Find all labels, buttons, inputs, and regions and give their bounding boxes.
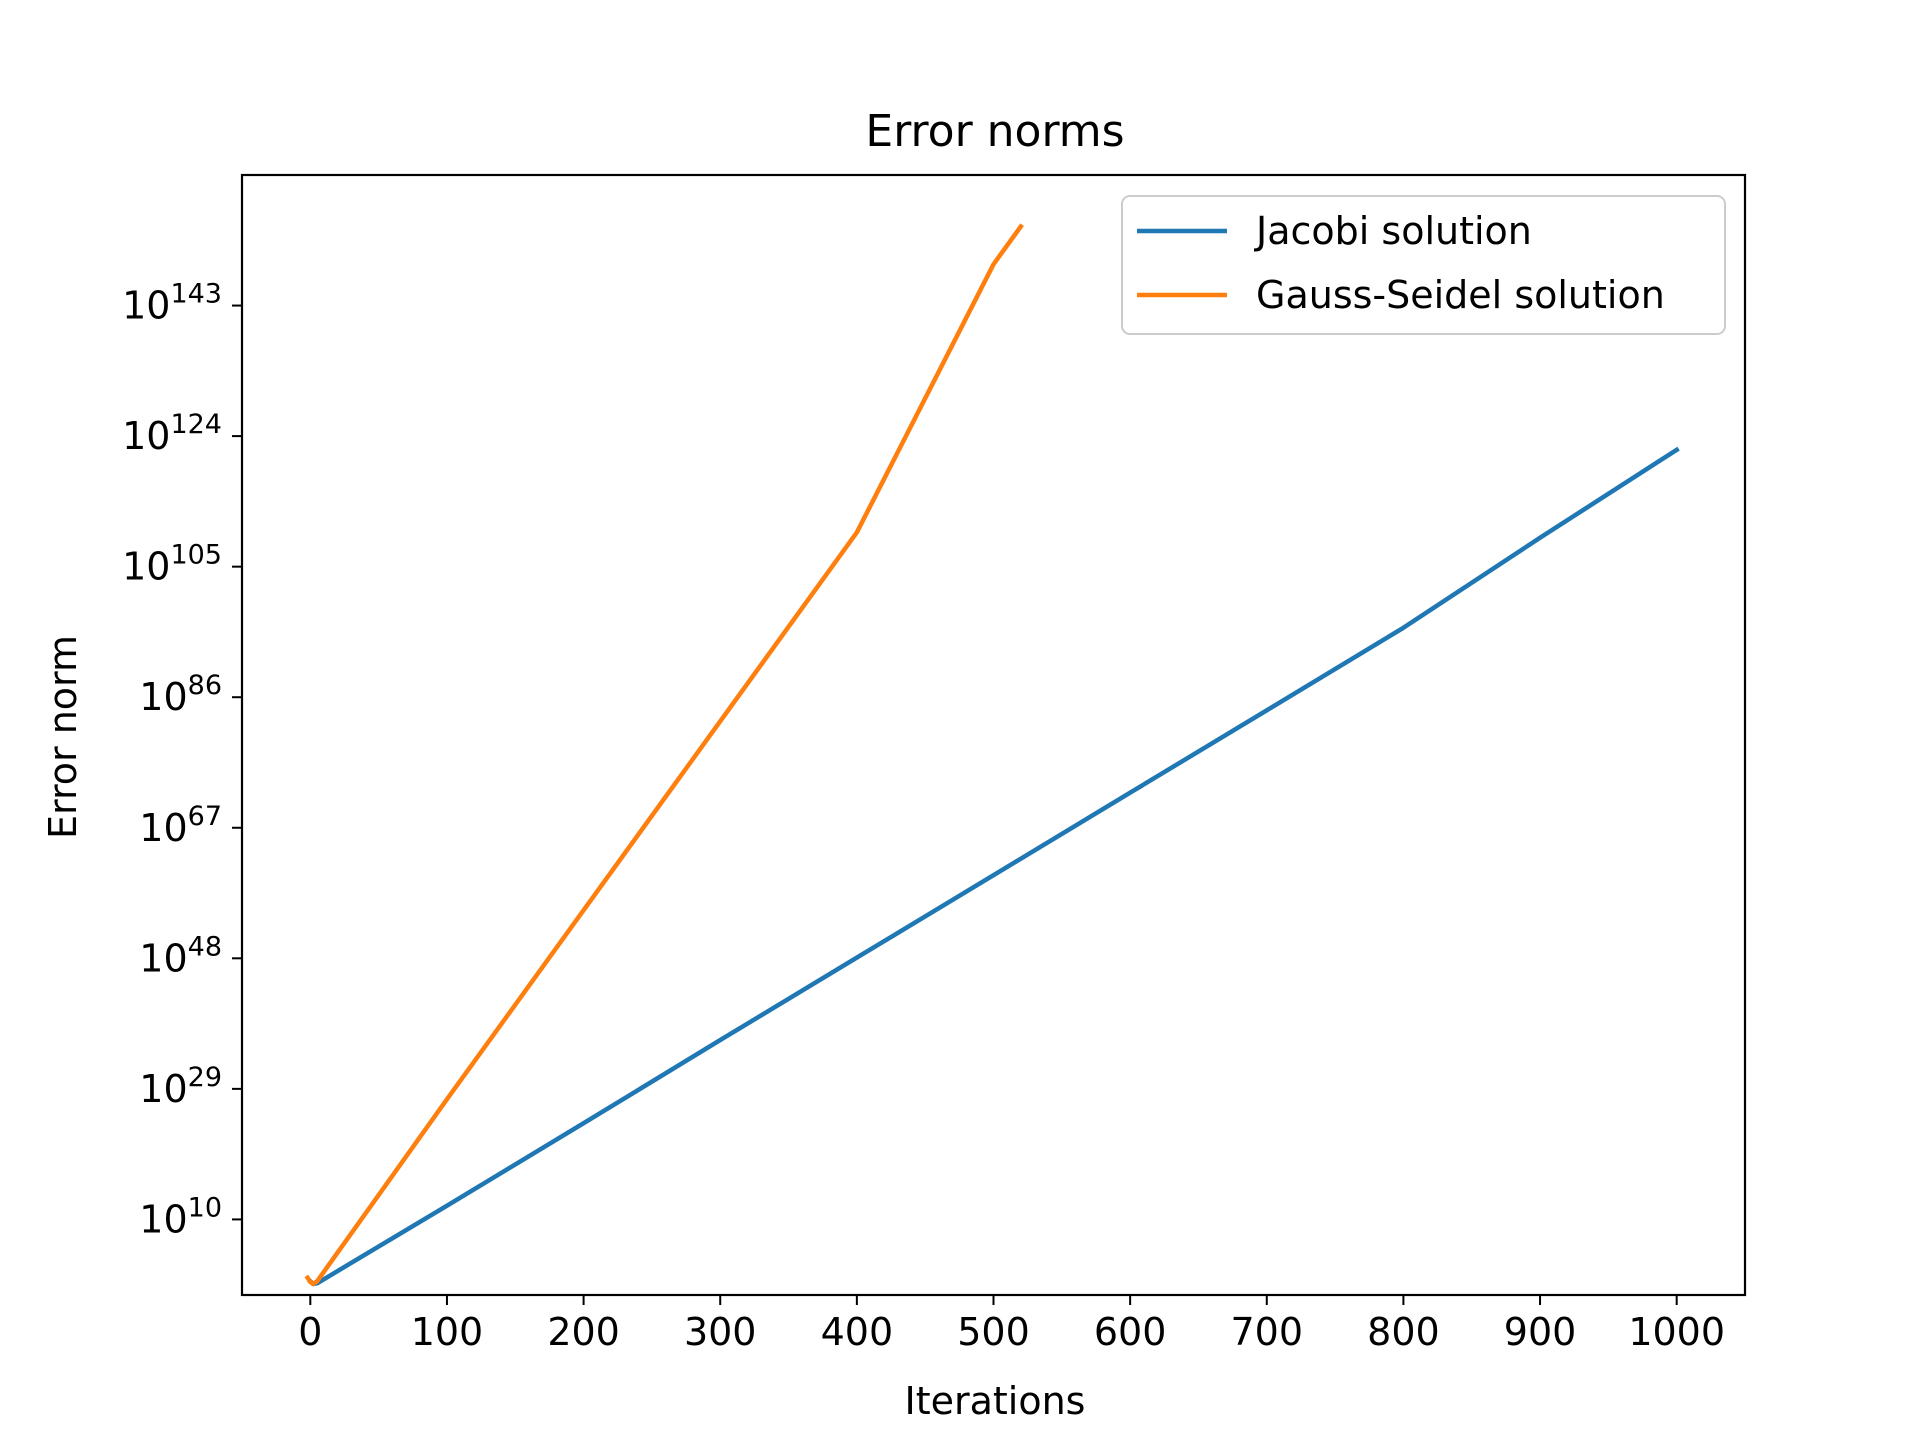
y-tick-label: 1067	[139, 801, 222, 850]
x-tick-label: 800	[1367, 1310, 1440, 1354]
x-tick-label: 0	[298, 1310, 322, 1354]
x-tick-label: 700	[1231, 1310, 1304, 1354]
legend: Jacobi solution Gauss-Seidel solution	[1121, 195, 1726, 335]
y-tick-label: 1048	[139, 931, 222, 980]
y-axis-label: Error norm	[41, 635, 85, 839]
y-tick-label: 10143	[122, 279, 222, 328]
x-tick-label: 900	[1504, 1310, 1577, 1354]
x-tick-label: 300	[684, 1310, 757, 1354]
axes-frame	[240, 173, 1747, 1297]
chart-title: Error norms	[865, 106, 1124, 157]
x-tick-label: 400	[821, 1310, 894, 1354]
y-tick-label: 1010	[139, 1192, 222, 1241]
legend-label-gauss-seidel: Gauss-Seidel solution	[1256, 273, 1665, 317]
x-tick-label: 600	[1094, 1310, 1167, 1354]
x-tick-label: 500	[957, 1310, 1030, 1354]
x-tick-label: 100	[411, 1310, 484, 1354]
y-tick-label: 1029	[139, 1062, 222, 1111]
y-tick-label: 10105	[122, 540, 222, 589]
x-axis-label: Iterations	[905, 1379, 1086, 1423]
x-axis: 0 100 200 300 400 500 600 700 800 900 1000	[298, 1295, 1725, 1354]
x-tick-label: 200	[547, 1310, 620, 1354]
y-tick-label: 1086	[139, 670, 222, 719]
y-tick-label: 10124	[122, 409, 222, 458]
x-tick-label: 1000	[1628, 1310, 1725, 1354]
series-line-0	[307, 446, 1680, 1287]
legend-label-jacobi: Jacobi solution	[1254, 209, 1532, 253]
y-axis: 1010 1029 1048 1067 1086 10105 10124 10143	[122, 279, 242, 1241]
plot-area	[304, 223, 1680, 1287]
series-line-1	[304, 223, 1024, 1287]
legend-box	[1121, 195, 1726, 335]
